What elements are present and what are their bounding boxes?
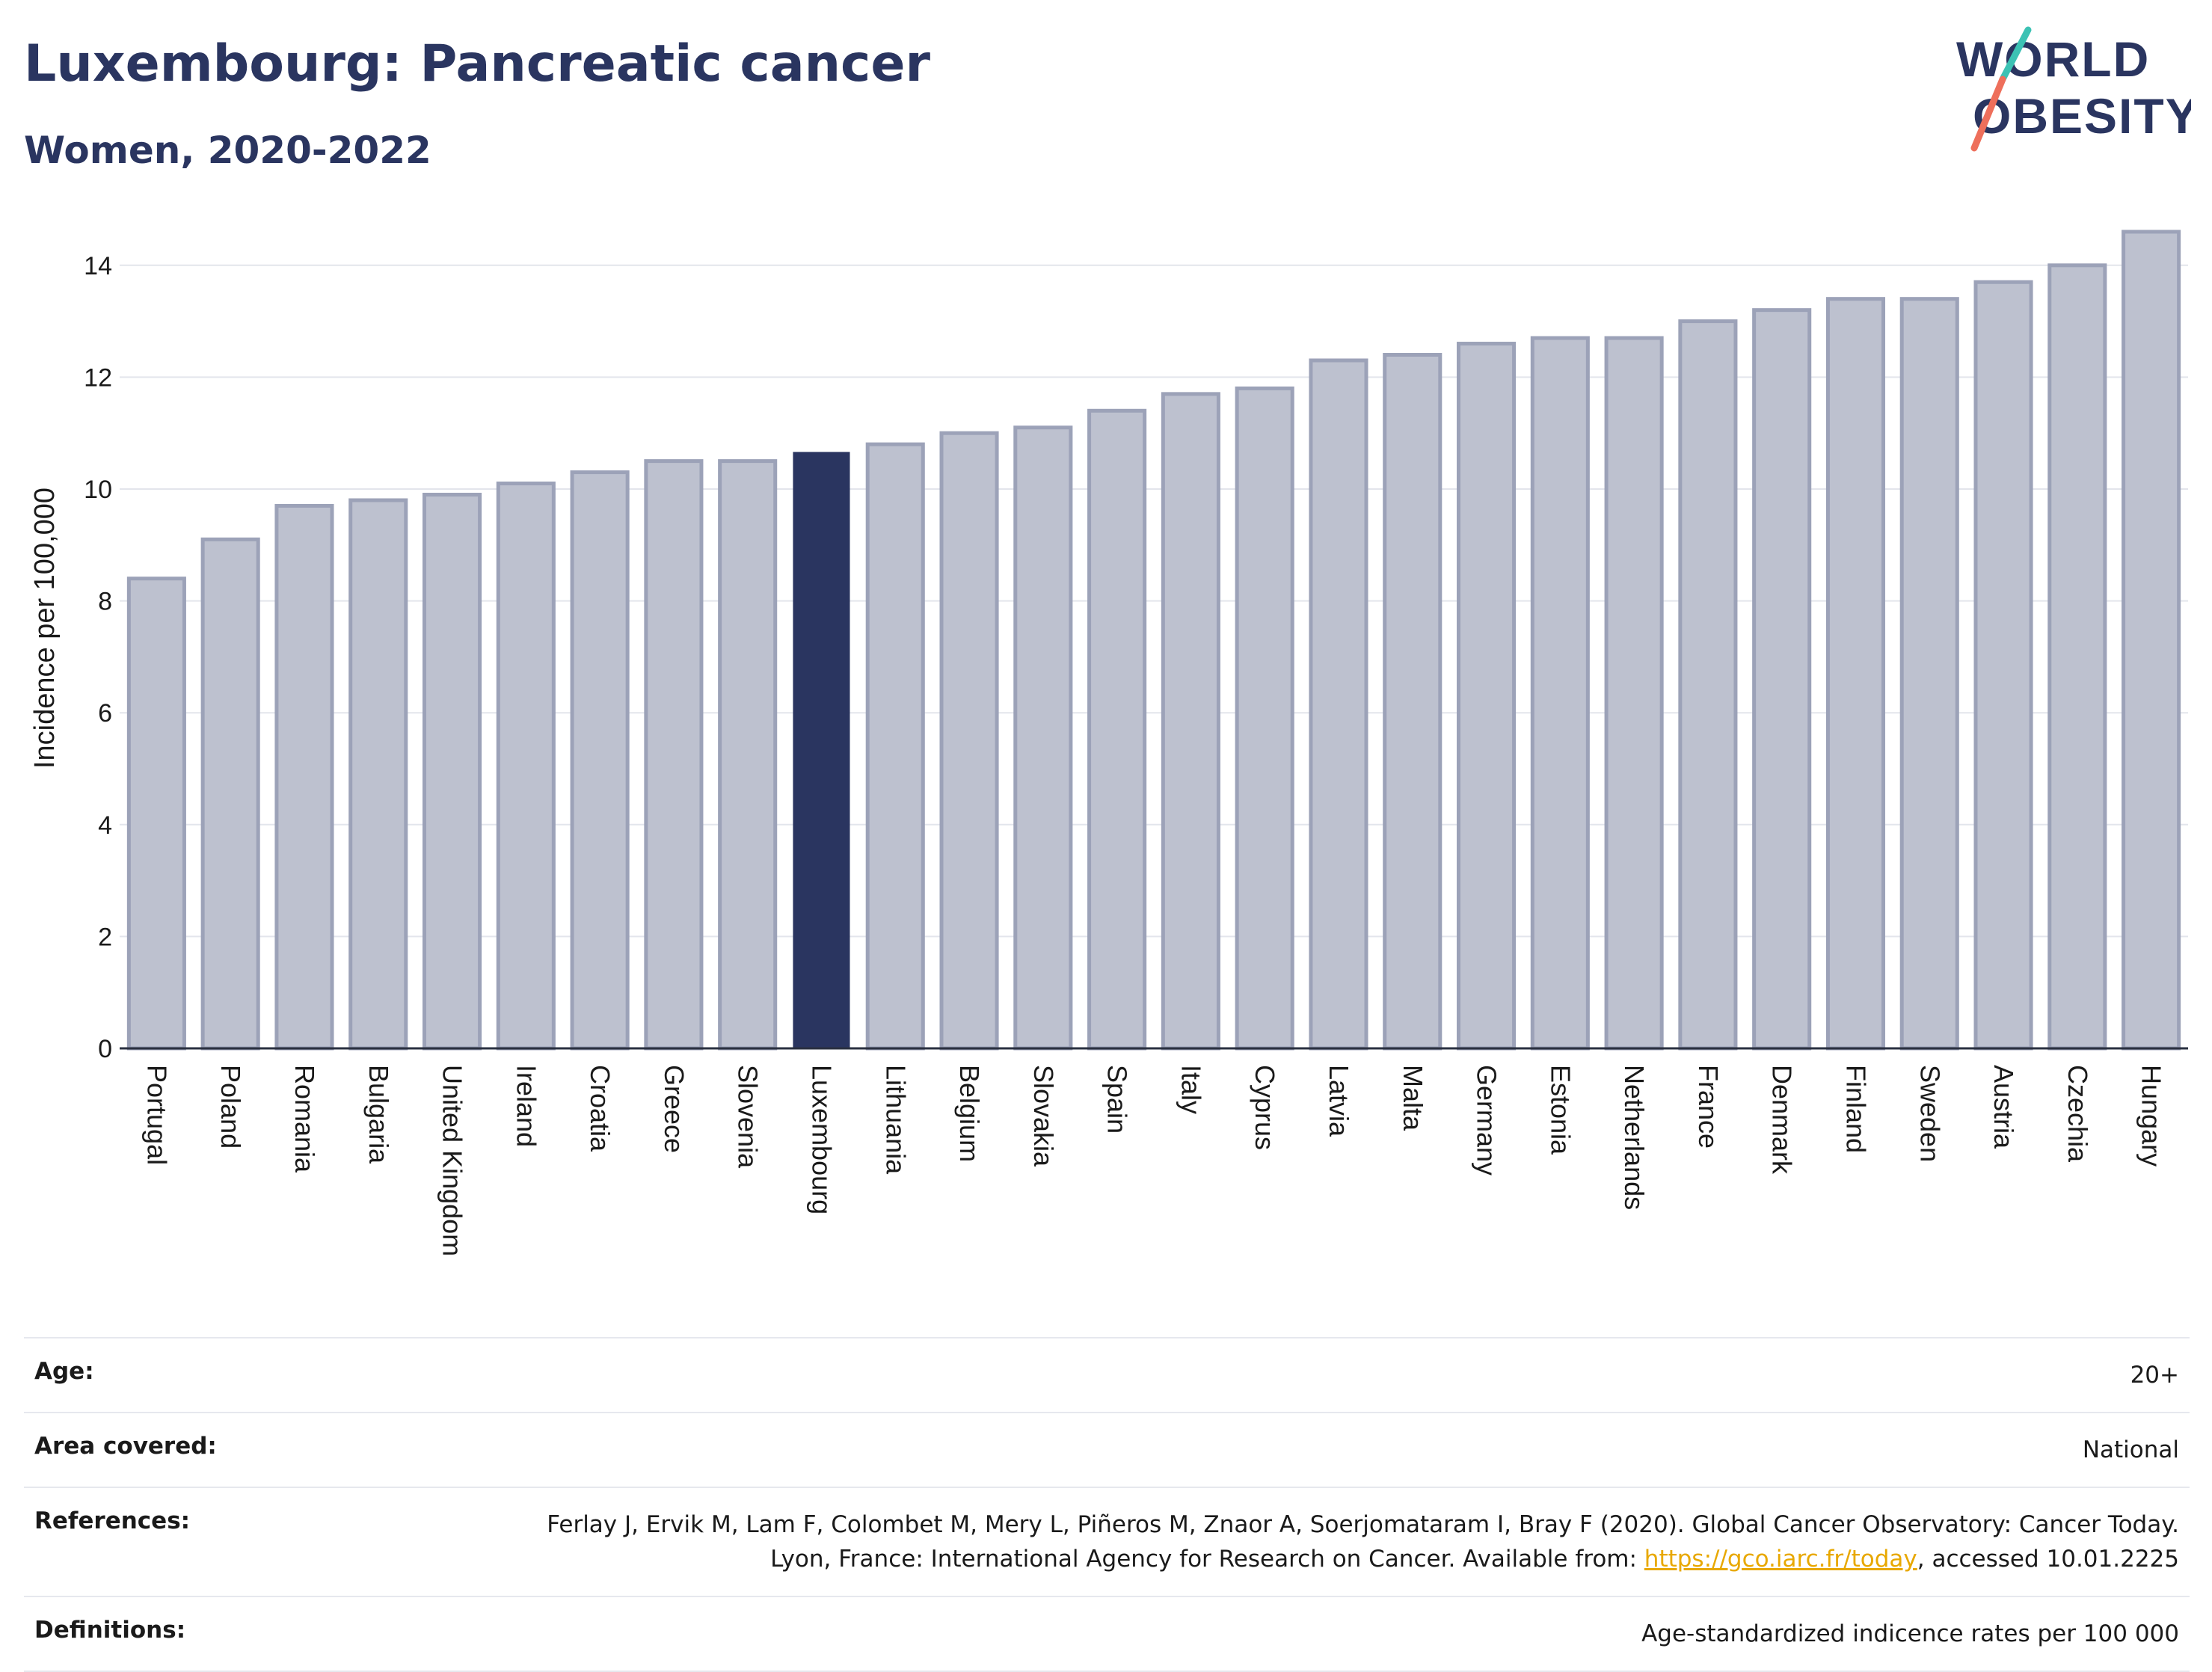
bar-bulgaria[interactable] bbox=[348, 498, 408, 1051]
y-tick-label: 10 bbox=[84, 476, 112, 504]
y-tick-label: 14 bbox=[84, 252, 112, 280]
age-label: Age: bbox=[34, 1358, 94, 1385]
bar-sweden[interactable] bbox=[1899, 297, 1959, 1051]
bar-spain[interactable] bbox=[1087, 408, 1147, 1051]
bar-portugal[interactable] bbox=[126, 577, 186, 1051]
bar-estonia[interactable] bbox=[1530, 336, 1590, 1051]
bar-hungary[interactable] bbox=[2122, 230, 2181, 1051]
x-tick-label: Latvia bbox=[1324, 1065, 1354, 1137]
bar-latvia[interactable] bbox=[1309, 358, 1368, 1051]
bar-slovakia[interactable] bbox=[1013, 425, 1073, 1051]
bar-slovenia[interactable] bbox=[718, 459, 778, 1051]
x-tick-label: Greece bbox=[659, 1065, 689, 1153]
bar-germany[interactable] bbox=[1456, 342, 1517, 1051]
bar-chart: 0 2 4 6 8 10 12 14 Portugal Poland Romania Bulgaria… bbox=[29, 230, 2188, 1256]
bar-croatia[interactable] bbox=[570, 470, 630, 1051]
x-tick-label: Sweden bbox=[1914, 1065, 1945, 1162]
x-tick-label: Germany bbox=[1472, 1065, 1502, 1175]
x-tick-label: Ireland bbox=[511, 1065, 541, 1147]
y-axis-label: Incidence per 100,000 bbox=[29, 488, 61, 769]
x-tick-label: Czechia bbox=[2062, 1065, 2093, 1163]
x-tick-label: Belgium bbox=[954, 1065, 985, 1162]
logo-word-world: WORLD bbox=[1956, 31, 2150, 87]
bar-denmark[interactable] bbox=[1752, 308, 1812, 1051]
x-tick-label: Luxembourg bbox=[806, 1065, 837, 1214]
x-tick-label: Poland bbox=[215, 1065, 246, 1149]
x-tick-label: Netherlands bbox=[1619, 1065, 1650, 1210]
y-tick-label: 12 bbox=[84, 363, 112, 392]
references-text: Ferlay J, Ervik M, Lam F, Colombet M, Me… bbox=[547, 1511, 2179, 1573]
x-tick-label: Finland bbox=[1840, 1065, 1871, 1153]
bar-cyprus[interactable] bbox=[1235, 386, 1294, 1051]
bar-poland[interactable] bbox=[200, 537, 260, 1051]
bar-lithuania[interactable] bbox=[865, 442, 925, 1051]
logo-word-obesity: OBESITY bbox=[1973, 88, 2191, 144]
references-label: References: bbox=[34, 1507, 191, 1534]
x-tick-label: France bbox=[1693, 1065, 1724, 1149]
x-tick-label: Slovenia bbox=[733, 1065, 764, 1169]
bar-czechia[interactable] bbox=[2047, 263, 2107, 1051]
x-tick-label: Malta bbox=[1398, 1065, 1428, 1131]
meta-row-definitions: Definitions: Age-standardized indicence … bbox=[24, 1596, 2190, 1672]
references-value: Ferlay J, Ervik M, Lam F, Colombet M, Me… bbox=[534, 1507, 2179, 1576]
x-tick-label: Hungary bbox=[2136, 1065, 2167, 1167]
x-tick-label: Romania bbox=[289, 1065, 320, 1173]
age-value: 20+ bbox=[2130, 1362, 2179, 1389]
x-tick-label: Croatia bbox=[585, 1065, 615, 1152]
bar-luxembourg[interactable] bbox=[793, 452, 850, 1049]
meta-row-age: Age: 20+ bbox=[24, 1337, 2190, 1412]
meta-row-references: References: Ferlay J, Ervik M, Lam F, Co… bbox=[24, 1487, 2190, 1596]
bar-finland[interactable] bbox=[1825, 297, 1886, 1051]
references-link[interactable]: https://gco.iarc.fr/today bbox=[1644, 1546, 1917, 1573]
bar-ireland[interactable] bbox=[496, 482, 556, 1051]
x-tick-label: Italy bbox=[1176, 1065, 1206, 1114]
definitions-value: Age-standardized indicence rates per 100… bbox=[1641, 1620, 2179, 1647]
references-accessed: , accessed 10.01.2225 bbox=[1917, 1546, 2179, 1573]
bar-united-kingdom[interactable] bbox=[422, 492, 482, 1051]
axes: 0 2 4 6 8 10 12 14 Portugal Poland Romania Bulgaria… bbox=[84, 252, 2188, 1256]
bar-italy[interactable] bbox=[1161, 392, 1220, 1051]
bar-greece[interactable] bbox=[644, 459, 704, 1051]
x-tick-label: United Kingdom bbox=[437, 1065, 468, 1256]
y-tick-label: 8 bbox=[98, 588, 112, 616]
area-label: Area covered: bbox=[34, 1433, 217, 1460]
x-tick-label: Lithuania bbox=[880, 1065, 911, 1175]
x-tick-label: Spain bbox=[1102, 1065, 1133, 1134]
x-tick-label: Austria bbox=[1988, 1065, 2019, 1149]
x-tick-label: Portugal bbox=[141, 1065, 172, 1165]
bar-netherlands[interactable] bbox=[1604, 336, 1664, 1051]
x-tick-label: Bulgaria bbox=[363, 1065, 394, 1164]
bar-belgium[interactable] bbox=[939, 431, 999, 1051]
world-obesity-logo: WORLD OBESITY bbox=[1956, 26, 2191, 152]
definitions-label: Definitions: bbox=[34, 1617, 186, 1644]
metadata-table: Age: 20+ Area covered: National Referenc… bbox=[24, 1337, 2190, 1672]
x-tick-label: Slovakia bbox=[1028, 1065, 1059, 1167]
chart-subtitle: Women, 2020-2022 bbox=[24, 129, 431, 172]
x-tick-label: Estonia bbox=[1545, 1065, 1576, 1155]
bar-austria[interactable] bbox=[1973, 280, 2033, 1051]
meta-row-area: Area covered: National bbox=[24, 1412, 2190, 1487]
area-value: National bbox=[2082, 1436, 2179, 1463]
chart-title: Luxembourg: Pancreatic cancer bbox=[24, 34, 930, 93]
bar-romania[interactable] bbox=[274, 503, 334, 1051]
y-tick-label: 0 bbox=[98, 1035, 112, 1063]
y-tick-label: 2 bbox=[98, 923, 112, 951]
bar-malta[interactable] bbox=[1383, 352, 1443, 1051]
x-tick-label: Denmark bbox=[1767, 1065, 1798, 1175]
x-tick-label: Cyprus bbox=[1250, 1065, 1280, 1150]
bars bbox=[126, 230, 2181, 1051]
y-tick-label: 6 bbox=[98, 699, 112, 728]
bar-france[interactable] bbox=[1678, 319, 1738, 1051]
y-tick-label: 4 bbox=[98, 811, 112, 840]
